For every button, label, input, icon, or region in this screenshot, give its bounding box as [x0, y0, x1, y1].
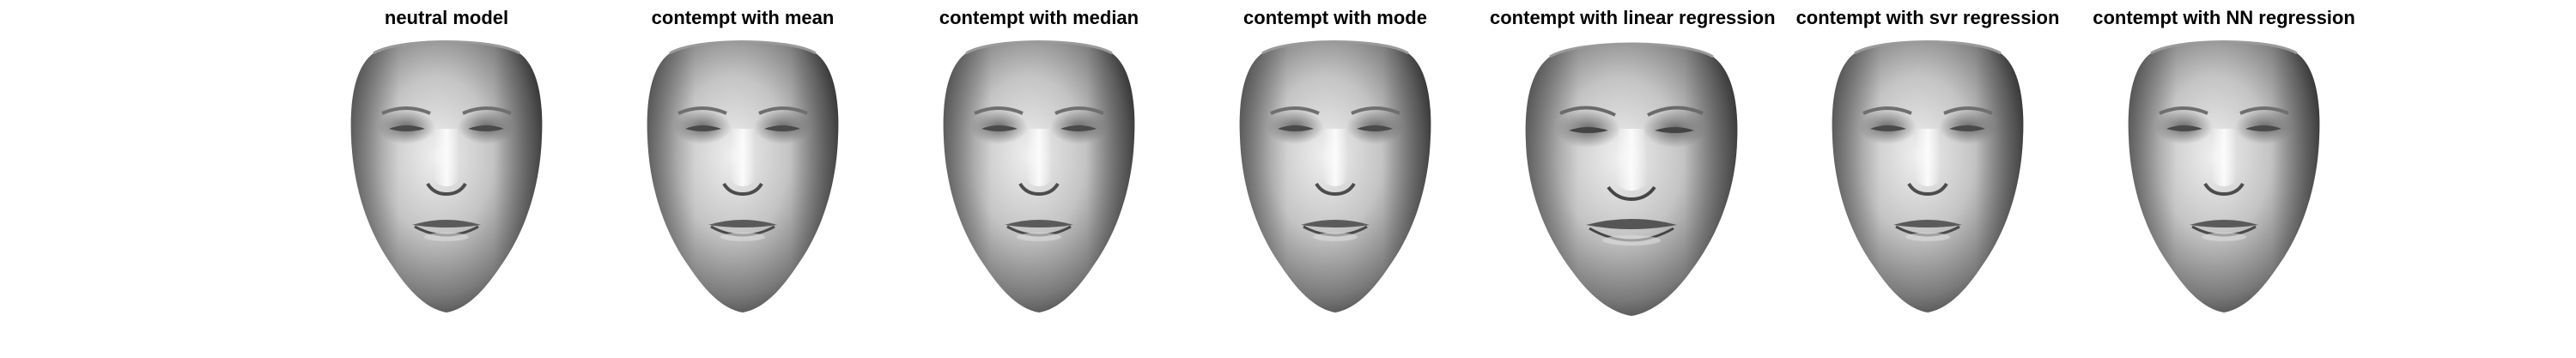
panel-contempt-nn-regression: contempt with NN regression — [2082, 0, 2366, 358]
panel-contempt-mean: contempt with mean — [601, 0, 884, 358]
face-render — [1523, 42, 1740, 318]
panel-title: contempt with mean — [651, 7, 835, 28]
panel-contempt-linear-regression: contempt with linear regression — [1490, 0, 1776, 358]
panel-title: neutral model — [384, 7, 509, 28]
panel-title: contempt with median — [939, 7, 1139, 28]
panel-title: contempt with mode — [1243, 7, 1427, 28]
panel-contempt-median: contempt with median — [897, 0, 1181, 358]
panel-contempt-mode: contempt with mode — [1194, 0, 1477, 358]
panel-title: contempt with linear regression — [1490, 7, 1776, 28]
face-render — [2126, 39, 2322, 314]
face-render — [1830, 39, 2026, 314]
panel-title: contempt with NN regression — [2093, 7, 2355, 28]
face-render — [349, 39, 544, 314]
panel-neutral-model: neutral model — [305, 0, 588, 358]
face-render — [1237, 39, 1433, 314]
face-render — [941, 39, 1137, 314]
face-render — [645, 39, 841, 314]
panel-title: contempt with svr regression — [1795, 7, 2060, 28]
panel-contempt-svr-regression: contempt with svr regression — [1786, 0, 2069, 358]
